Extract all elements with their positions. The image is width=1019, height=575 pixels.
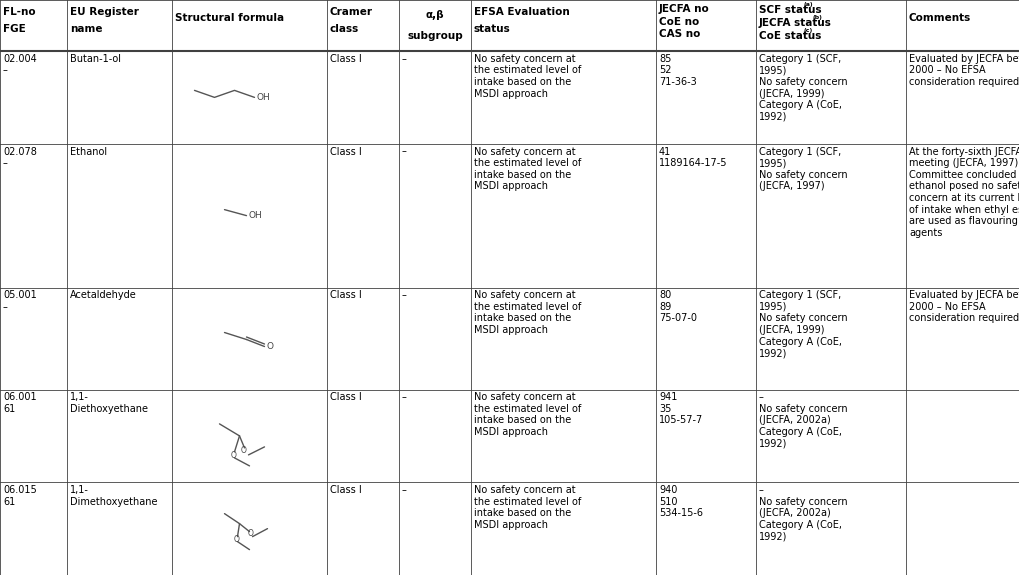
Text: JECFA no: JECFA no (658, 4, 709, 14)
Text: –
No safety concern
(JECFA, 2002a)
Category A (CoE,
1992): – No safety concern (JECFA, 2002a) Categ… (758, 392, 847, 448)
Text: Ethanol: Ethanol (70, 147, 107, 156)
Text: FGE: FGE (3, 24, 25, 34)
Text: EFSA Evaluation: EFSA Evaluation (474, 7, 570, 17)
Text: CoE no: CoE no (658, 17, 699, 26)
Text: α,β: α,β (425, 10, 444, 20)
Text: Structural formula: Structural formula (175, 13, 284, 23)
Text: O: O (230, 451, 236, 460)
Text: 02.004
–: 02.004 – (3, 54, 37, 75)
Text: OH: OH (256, 93, 270, 102)
Text: 06.015
61: 06.015 61 (3, 485, 37, 507)
Text: SCF status: SCF status (758, 5, 821, 15)
Text: At the forty-sixth JECFA
meeting (JECFA, 1997), the
Committee concluded that
eth: At the forty-sixth JECFA meeting (JECFA,… (908, 147, 1019, 237)
Text: 1,1-
Diethoxyethane: 1,1- Diethoxyethane (70, 392, 148, 414)
Text: Comments: Comments (908, 13, 970, 23)
Text: Class I: Class I (330, 392, 362, 402)
Text: No safety concern at
the estimated level of
intake based on the
MSDI approach: No safety concern at the estimated level… (474, 392, 581, 437)
Text: Evaluated by JECFA before
2000 – No EFSA
consideration required: Evaluated by JECFA before 2000 – No EFSA… (908, 290, 1019, 324)
Text: –: – (401, 54, 407, 64)
Text: –: – (401, 147, 407, 156)
Text: –: – (401, 290, 407, 300)
Text: No safety concern at
the estimated level of
intake based on the
MSDI approach: No safety concern at the estimated level… (474, 485, 581, 530)
Text: (b): (b) (812, 15, 822, 20)
Text: No safety concern at
the estimated level of
intake based on the
MSDI approach: No safety concern at the estimated level… (474, 147, 581, 191)
Text: JECFA status: JECFA status (758, 18, 832, 28)
Text: CoE status: CoE status (758, 30, 820, 41)
Text: OH: OH (249, 211, 262, 220)
Text: Cramer: Cramer (330, 7, 373, 17)
Text: Class I: Class I (330, 54, 362, 64)
Text: 06.001
61: 06.001 61 (3, 392, 37, 414)
Text: Class I: Class I (330, 147, 362, 156)
Text: 02.078
–: 02.078 – (3, 147, 37, 168)
Text: O: O (233, 535, 239, 544)
Text: 1,1-
Dimethoxyethane: 1,1- Dimethoxyethane (70, 485, 157, 507)
Text: 80
89
75-07-0: 80 89 75-07-0 (658, 290, 696, 324)
Text: 05.001
–: 05.001 – (3, 290, 37, 312)
Text: 41
1189164-17-5: 41 1189164-17-5 (658, 147, 727, 168)
Text: O: O (266, 342, 273, 351)
Text: 940
510
534-15-6: 940 510 534-15-6 (658, 485, 702, 518)
Text: Category 1 (SCF,
1995)
No safety concern
(JECFA, 1999)
Category A (CoE,
1992): Category 1 (SCF, 1995) No safety concern… (758, 290, 847, 358)
Text: 85
52
71-36-3: 85 52 71-36-3 (658, 54, 696, 87)
Text: Evaluated by JECFA before
2000 – No EFSA
consideration required: Evaluated by JECFA before 2000 – No EFSA… (908, 54, 1019, 87)
Text: class: class (330, 24, 359, 34)
Text: Butan-1-ol: Butan-1-ol (70, 54, 121, 64)
Text: No safety concern at
the estimated level of
intake based on the
MSDI approach: No safety concern at the estimated level… (474, 290, 581, 335)
Text: subgroup: subgroup (407, 30, 463, 41)
Text: Category 1 (SCF,
1995)
No safety concern
(JECFA, 1999)
Category A (CoE,
1992): Category 1 (SCF, 1995) No safety concern… (758, 54, 847, 122)
Text: Class I: Class I (330, 485, 362, 495)
Text: (c): (c) (803, 28, 812, 33)
Text: name: name (70, 24, 102, 34)
Text: O: O (240, 446, 247, 455)
Text: CAS no: CAS no (658, 29, 700, 40)
Text: (a): (a) (803, 2, 813, 7)
Text: O: O (248, 529, 253, 538)
Text: –: – (401, 485, 407, 495)
Text: Acetaldehyde: Acetaldehyde (70, 290, 137, 300)
Text: 941
35
105-57-7: 941 35 105-57-7 (658, 392, 702, 426)
Text: FL-no: FL-no (3, 7, 36, 17)
Text: status: status (474, 24, 511, 34)
Text: Category 1 (SCF,
1995)
No safety concern
(JECFA, 1997): Category 1 (SCF, 1995) No safety concern… (758, 147, 847, 191)
Text: EU Register: EU Register (70, 7, 139, 17)
Text: Class I: Class I (330, 290, 362, 300)
Text: –: – (401, 392, 407, 402)
Text: No safety concern at
the estimated level of
intake based on the
MSDI approach: No safety concern at the estimated level… (474, 54, 581, 98)
Text: –
No safety concern
(JECFA, 2002a)
Category A (CoE,
1992): – No safety concern (JECFA, 2002a) Categ… (758, 485, 847, 542)
